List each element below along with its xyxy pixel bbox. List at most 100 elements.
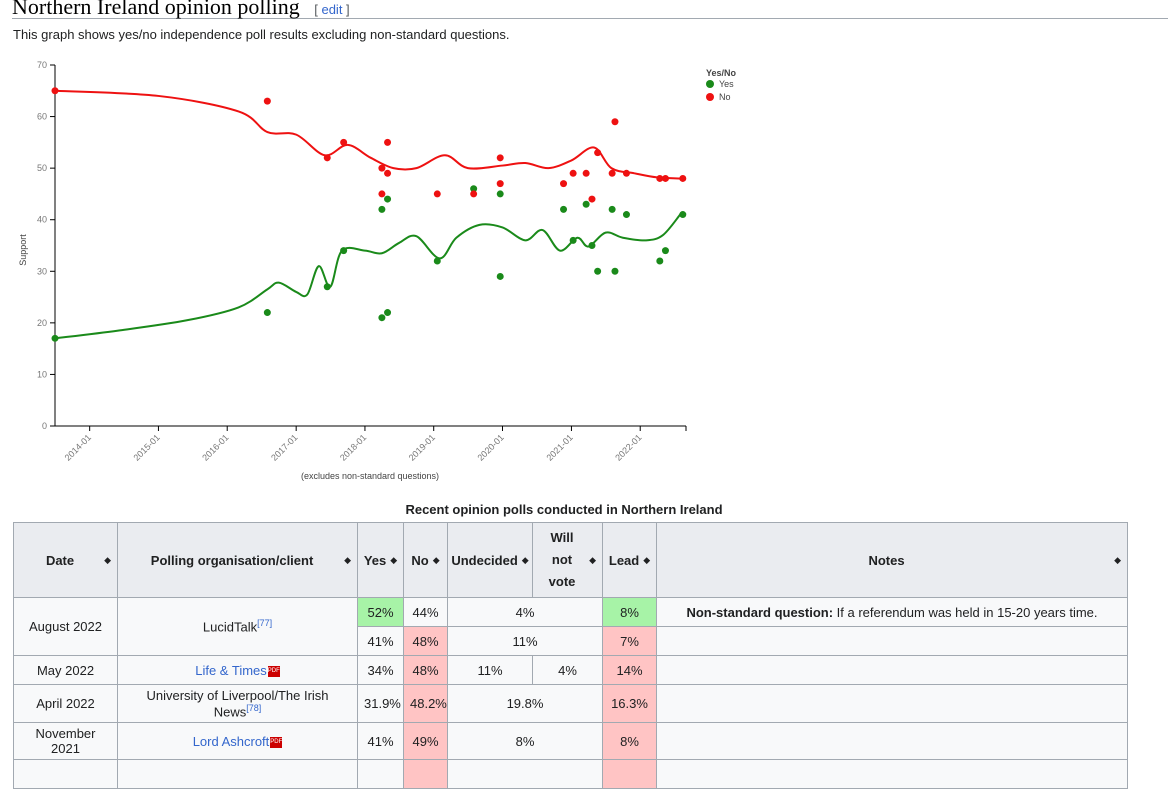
table-row: May 2022 Life & TimesPDF 34% 48% 11% 4% … xyxy=(13,655,1128,685)
cell-date: May 2022 xyxy=(13,655,118,685)
table-row: November 2021 Lord AshcroftPDF 41% 49% 8… xyxy=(13,722,1128,761)
point-yes xyxy=(608,205,616,213)
x-tick-label: 2014-01 xyxy=(63,432,93,462)
cell-yes: 41% xyxy=(357,722,404,761)
sort-icon: ◆ xyxy=(344,554,351,565)
y-tick-label: 40 xyxy=(37,215,47,225)
cell-pollster: Life & TimesPDF xyxy=(117,655,358,685)
col-header-date[interactable]: Date ◆ xyxy=(13,522,118,598)
section-heading: Northern Ireland opinion polling [ edit … xyxy=(12,0,1168,19)
sort-icon: ◆ xyxy=(1114,554,1121,565)
chart-axes: 0 10 20 30 40 50 60 70 2014-01 2015-01 2016-01 2017… xyxy=(18,60,687,481)
reference-link[interactable]: [78] xyxy=(246,703,262,713)
section-title: Northern Ireland opinion polling xyxy=(12,0,300,19)
legend-label-no: No xyxy=(719,92,731,102)
col-header-yes[interactable]: Yes ◆ xyxy=(357,522,404,598)
y-tick-label: 50 xyxy=(37,163,47,173)
cell-pollster: University of Liverpool/The Irish News[7… xyxy=(117,683,358,724)
cell-date: April 2022 xyxy=(13,683,118,724)
point-yes xyxy=(433,257,441,265)
point-yes xyxy=(656,257,664,265)
cell-lead: 8% xyxy=(602,597,657,627)
point-yes xyxy=(384,309,392,317)
point-no xyxy=(588,195,596,203)
edit-link[interactable]: edit xyxy=(321,2,343,17)
point-no xyxy=(661,174,669,182)
y-tick-label: 0 xyxy=(42,421,47,431)
x-tick-label: 2021-01 xyxy=(544,432,574,462)
y-axis-title: Support xyxy=(18,234,28,266)
col-header-pollster[interactable]: Polling organisation/client ◆ xyxy=(117,522,358,598)
x-tick-label: 2019-01 xyxy=(407,432,437,462)
legend-swatch-no xyxy=(706,93,714,101)
cell-lead: 14% xyxy=(602,655,657,685)
point-no xyxy=(263,97,271,105)
cell-notes xyxy=(656,722,1128,761)
col-header-lead[interactable]: Lead ◆ xyxy=(602,522,657,598)
sort-icon: ◆ xyxy=(589,554,596,565)
sort-icon: ◆ xyxy=(432,554,440,565)
point-yes xyxy=(340,247,348,255)
y-tick-label: 10 xyxy=(37,369,47,379)
point-yes xyxy=(588,242,596,249)
point-no xyxy=(384,169,392,177)
table-row: August 2022 LucidTalk[77] 52% 44% 4% 8% … xyxy=(13,597,1128,656)
point-no xyxy=(656,174,664,182)
point-yes xyxy=(263,309,271,317)
point-yes xyxy=(560,205,568,213)
cell-date: August 2022 xyxy=(13,597,118,656)
cell-no: 48% xyxy=(403,626,448,656)
pollster-link[interactable]: Life & Times xyxy=(195,662,267,678)
x-tick-label: 2022-01 xyxy=(613,432,643,462)
cell-pollster: Lord AshcroftPDF xyxy=(117,722,358,761)
col-header-notes[interactable]: Notes ◆ xyxy=(656,522,1128,598)
col-header-undecided[interactable]: Undecided ◆ xyxy=(447,522,533,598)
cell-no: 48% xyxy=(403,655,448,685)
sort-icon: ◆ xyxy=(521,554,529,565)
point-yes xyxy=(51,334,59,342)
cell-lead: 7% xyxy=(602,626,657,656)
cell-notes xyxy=(656,626,1128,656)
cell-willnot: 4% xyxy=(532,655,603,685)
point-no xyxy=(470,190,478,198)
pollster-link[interactable]: Lord Ashcroft xyxy=(192,733,270,749)
cell-yes: 31.9% xyxy=(357,683,404,724)
y-tick-label: 60 xyxy=(37,112,47,122)
x-tick-label: 2016-01 xyxy=(200,432,230,462)
data-points xyxy=(51,87,687,342)
sort-icon: ◆ xyxy=(390,554,398,565)
polls-table: Date ◆ Polling organisation/client ◆ Yes ◆ … xyxy=(13,522,1128,789)
point-no xyxy=(433,190,441,198)
reference-link[interactable]: [77] xyxy=(257,618,273,629)
point-no xyxy=(496,154,504,162)
point-no xyxy=(611,118,619,126)
edit-section: [ edit ] xyxy=(314,2,350,17)
sort-icon: ◆ xyxy=(104,554,111,565)
legend-label-yes: Yes xyxy=(719,79,734,89)
y-tick-label: 20 xyxy=(37,318,47,328)
pdf-icon: PDF xyxy=(270,736,283,748)
cell-yes: 41% xyxy=(357,626,404,656)
x-tick-label: 2015-01 xyxy=(131,432,161,462)
point-no xyxy=(51,87,59,95)
point-no xyxy=(378,164,386,172)
cell-undecided: 19.8% xyxy=(447,683,603,724)
x-tick-label: 2020-01 xyxy=(475,432,505,462)
cell-no: 48.2% xyxy=(403,683,448,724)
point-no xyxy=(323,154,331,162)
legend-title: Yes/No xyxy=(706,68,737,78)
table-row xyxy=(13,759,1128,789)
y-tick-label: 30 xyxy=(37,266,47,276)
point-yes xyxy=(611,267,619,275)
col-header-willnot[interactable]: Will not vote ◆ xyxy=(532,522,603,598)
cell-date: November 2021 xyxy=(13,722,118,761)
point-yes xyxy=(594,267,602,275)
trend-line-no xyxy=(54,89,681,180)
cell-no: 49% xyxy=(403,722,448,761)
point-no xyxy=(384,138,392,146)
point-no xyxy=(608,169,616,177)
sort-icon: ◆ xyxy=(643,554,651,565)
pdf-icon: PDF xyxy=(267,665,280,677)
col-header-no[interactable]: No ◆ xyxy=(403,522,448,598)
x-tick-label: 2018-01 xyxy=(338,432,368,462)
